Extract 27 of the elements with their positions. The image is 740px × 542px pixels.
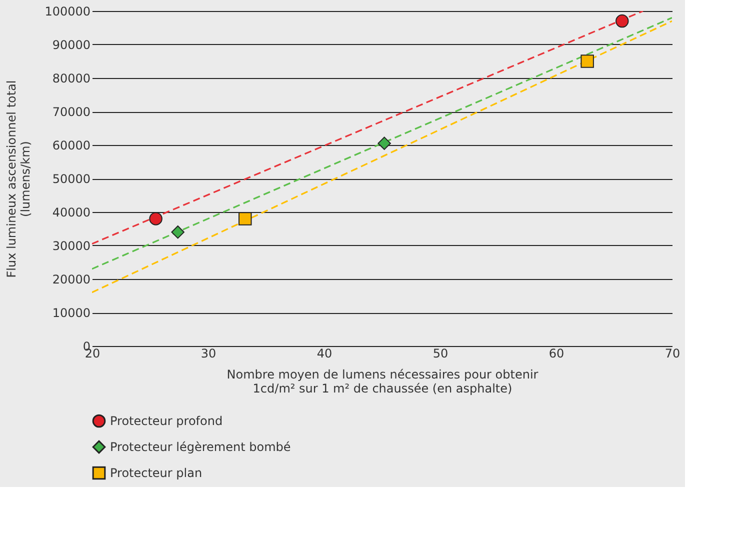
point: [171, 225, 184, 239]
x-axis-title: Nombre moyen de lumens nécessaires pour obtenir 1cd/m² sur 1 m² de chaussée (en asphalte): [226, 368, 538, 396]
y-tick-label: 70000: [52, 105, 90, 119]
legend-label: Protecteur légèrement bombé: [110, 440, 291, 454]
y-axis-title: Flux lumineux ascensionnel total (lumens/km): [4, 80, 33, 278]
point: [378, 136, 391, 150]
legend-label: Protecteur plan: [110, 466, 202, 480]
point: [580, 54, 594, 68]
y-tick-label: 20000: [52, 272, 90, 286]
y-tick-label: 90000: [52, 38, 90, 52]
y-tick-label: 40000: [52, 206, 90, 220]
x-tick-label: 60: [548, 346, 564, 360]
x-tick-label: 50: [432, 346, 448, 360]
y-tick-label: 50000: [52, 172, 90, 186]
y-tick-label: 60000: [52, 138, 90, 152]
x-tick-label: 40: [316, 346, 332, 360]
point: [149, 212, 162, 226]
x-tick-label: 70: [664, 346, 680, 360]
y-tick-label: 30000: [52, 239, 90, 253]
x-tick-label: 30: [200, 346, 216, 360]
point: [238, 212, 252, 226]
y-tick-label: 0: [82, 340, 90, 354]
legend-label: Protecteur profond: [110, 414, 223, 428]
point: [615, 14, 629, 28]
y-tick-label: 100000: [44, 4, 90, 18]
y-tick-label: 80000: [52, 72, 90, 86]
y-tick-label: 10000: [52, 306, 90, 320]
